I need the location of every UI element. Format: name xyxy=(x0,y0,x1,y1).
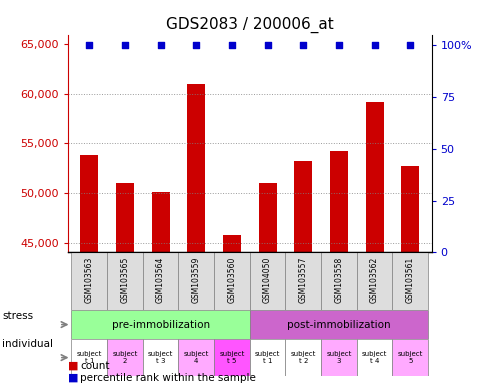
Point xyxy=(156,42,164,48)
Text: percentile rank within the sample: percentile rank within the sample xyxy=(80,373,256,383)
Bar xyxy=(294,161,312,252)
FancyBboxPatch shape xyxy=(107,252,142,310)
FancyBboxPatch shape xyxy=(178,339,213,376)
Bar xyxy=(187,84,205,252)
Text: count: count xyxy=(80,361,109,371)
Text: GSM104050: GSM104050 xyxy=(262,257,272,303)
Text: subject
t 5: subject t 5 xyxy=(219,351,244,364)
Point xyxy=(406,42,413,48)
FancyBboxPatch shape xyxy=(249,310,427,339)
FancyBboxPatch shape xyxy=(178,252,213,310)
FancyBboxPatch shape xyxy=(320,339,356,376)
Text: GSM103557: GSM103557 xyxy=(298,257,307,303)
Text: pre-immobilization: pre-immobilization xyxy=(111,319,209,329)
FancyBboxPatch shape xyxy=(142,339,178,376)
Text: subject
t 1: subject t 1 xyxy=(76,351,102,364)
Text: subject
4: subject 4 xyxy=(183,351,209,364)
FancyBboxPatch shape xyxy=(285,252,320,310)
FancyBboxPatch shape xyxy=(213,252,249,310)
Text: GSM103564: GSM103564 xyxy=(156,257,165,303)
Text: GSM103560: GSM103560 xyxy=(227,257,236,303)
FancyBboxPatch shape xyxy=(356,252,392,310)
FancyBboxPatch shape xyxy=(71,310,249,339)
Text: GSM103563: GSM103563 xyxy=(85,257,93,303)
Text: subject
2: subject 2 xyxy=(112,351,137,364)
Point xyxy=(85,42,93,48)
Text: stress: stress xyxy=(2,311,33,321)
Text: ■: ■ xyxy=(68,361,78,371)
Bar xyxy=(329,151,347,252)
FancyBboxPatch shape xyxy=(320,252,356,310)
Bar xyxy=(116,183,134,252)
Point xyxy=(192,42,200,48)
Point xyxy=(334,42,342,48)
Text: ■: ■ xyxy=(68,373,78,383)
Text: subject
t 1: subject t 1 xyxy=(255,351,280,364)
Text: individual: individual xyxy=(2,339,53,349)
FancyBboxPatch shape xyxy=(392,339,427,376)
FancyBboxPatch shape xyxy=(142,252,178,310)
FancyBboxPatch shape xyxy=(249,252,285,310)
FancyBboxPatch shape xyxy=(356,339,392,376)
Point xyxy=(370,42,378,48)
Text: GSM103565: GSM103565 xyxy=(120,257,129,303)
Text: post-immobilization: post-immobilization xyxy=(287,319,390,329)
Bar xyxy=(365,102,383,252)
Bar xyxy=(80,156,98,252)
Point xyxy=(299,42,306,48)
Text: GSM103562: GSM103562 xyxy=(369,257,378,303)
Text: GSM103559: GSM103559 xyxy=(191,257,200,303)
FancyBboxPatch shape xyxy=(392,252,427,310)
FancyBboxPatch shape xyxy=(249,339,285,376)
Bar xyxy=(401,166,418,252)
Bar xyxy=(223,235,241,252)
Text: subject
t 4: subject t 4 xyxy=(361,351,387,364)
Title: GDS2083 / 200006_at: GDS2083 / 200006_at xyxy=(166,17,333,33)
Text: subject
5: subject 5 xyxy=(397,351,422,364)
Bar xyxy=(258,183,276,252)
FancyBboxPatch shape xyxy=(71,252,107,310)
Text: GSM103558: GSM103558 xyxy=(334,257,343,303)
Text: subject
t 2: subject t 2 xyxy=(290,351,315,364)
FancyBboxPatch shape xyxy=(213,339,249,376)
FancyBboxPatch shape xyxy=(107,339,142,376)
Text: subject
t 3: subject t 3 xyxy=(148,351,173,364)
Bar xyxy=(151,192,169,252)
Text: subject
3: subject 3 xyxy=(326,351,351,364)
Point xyxy=(227,42,235,48)
Point xyxy=(263,42,271,48)
Text: GSM103561: GSM103561 xyxy=(405,257,414,303)
Point xyxy=(121,42,129,48)
FancyBboxPatch shape xyxy=(285,339,320,376)
FancyBboxPatch shape xyxy=(71,339,107,376)
